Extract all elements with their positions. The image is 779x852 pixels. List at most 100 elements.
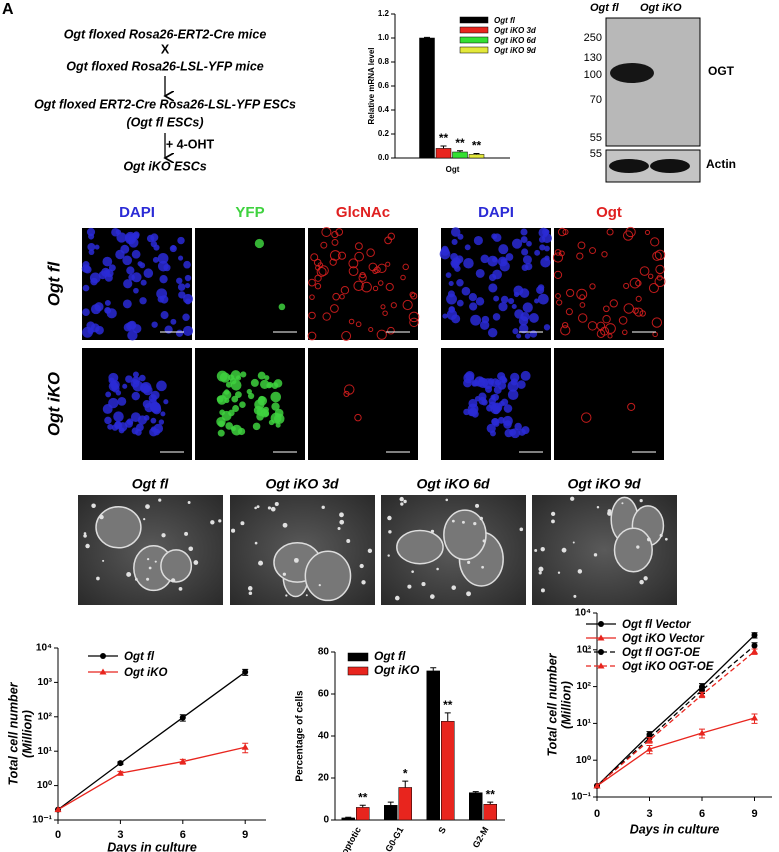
cell <box>561 321 569 329</box>
cell <box>377 280 384 286</box>
error-bar <box>472 791 479 793</box>
speck <box>178 587 183 591</box>
brightfield-label: Ogt fl <box>132 476 170 492</box>
marker-label: 250 <box>584 32 602 44</box>
speck <box>146 577 150 581</box>
cell <box>498 302 508 312</box>
line <box>596 650 755 787</box>
y-tick-label: 10¹ <box>577 718 592 729</box>
y-tick-label: 10⁴ <box>575 608 591 619</box>
cell <box>521 248 529 256</box>
legend-label: Ogt fl OGT-OE <box>622 647 700 659</box>
speck <box>394 595 400 601</box>
cell <box>82 284 90 292</box>
cell <box>235 391 242 399</box>
y-tick-label: 60 <box>318 689 330 700</box>
cell <box>225 381 233 388</box>
annotation: ** <box>472 139 482 153</box>
marker-label: 100 <box>584 69 602 81</box>
speck <box>256 505 260 509</box>
bar <box>441 721 455 821</box>
y-tick-label: 0.2 <box>378 129 390 138</box>
cell <box>474 396 481 402</box>
y-tick-label: 10⁻¹ <box>32 815 52 826</box>
bar <box>341 817 355 821</box>
speck <box>538 571 542 575</box>
cell <box>513 291 520 298</box>
cell <box>481 399 488 406</box>
cell <box>448 280 454 287</box>
point <box>117 760 124 767</box>
point <box>646 745 653 752</box>
speck <box>430 594 435 599</box>
cell <box>230 426 236 432</box>
bar <box>384 805 398 821</box>
cell <box>451 257 461 267</box>
y-tick-label: 10⁰ <box>576 755 591 766</box>
cell <box>518 428 526 436</box>
cell <box>451 238 458 245</box>
cell <box>577 313 588 323</box>
cell <box>132 371 139 378</box>
schematic-text: (Ogt fl ESCs) <box>126 115 203 129</box>
cell <box>331 231 339 239</box>
speck <box>561 547 567 553</box>
cell <box>581 412 592 423</box>
cell <box>90 304 102 315</box>
channel-label: YFP <box>235 204 264 221</box>
cell <box>521 264 529 271</box>
blot-band <box>650 159 690 173</box>
y-tick-label: 10⁴ <box>36 643 52 654</box>
speck <box>267 506 272 510</box>
speck <box>577 569 583 574</box>
cell <box>492 313 501 321</box>
y-tick-label: 0.6 <box>378 81 390 90</box>
cell <box>150 426 157 432</box>
cell <box>652 251 662 261</box>
cell <box>139 297 147 305</box>
cell <box>409 317 419 328</box>
point <box>646 736 653 743</box>
brightfield-label: Ogt iKO 3d <box>265 476 339 492</box>
speck <box>573 594 577 598</box>
speck <box>534 548 538 552</box>
cell <box>331 238 339 246</box>
cell <box>524 333 531 339</box>
cell <box>143 268 154 278</box>
schematic-text: + 4-OHT <box>166 137 215 151</box>
cell <box>217 429 225 437</box>
cell <box>475 297 485 306</box>
cell <box>632 307 639 314</box>
speck <box>83 532 87 535</box>
cell <box>478 377 484 383</box>
x-tick-label: S <box>436 825 448 835</box>
cell <box>485 385 493 393</box>
speck <box>411 570 414 574</box>
cell <box>232 405 240 412</box>
cell <box>314 274 322 282</box>
cell <box>132 376 140 385</box>
speck <box>254 541 258 545</box>
error-bar <box>487 801 494 805</box>
x-axis-label: Days in culture <box>107 840 197 852</box>
y-tick-label: 0.0 <box>378 153 390 162</box>
cell <box>505 253 514 261</box>
cell <box>493 295 500 302</box>
cell <box>622 329 628 336</box>
cell <box>268 419 275 426</box>
cell <box>534 249 541 256</box>
x-tick-label: 3 <box>646 808 652 820</box>
cell <box>102 256 113 267</box>
speck <box>639 579 644 585</box>
cell <box>517 380 526 389</box>
cell <box>557 227 567 237</box>
cell <box>503 404 513 413</box>
y-axis-label: Total cell number <box>6 681 20 785</box>
cell <box>240 371 247 378</box>
cell <box>164 325 173 334</box>
cell <box>644 229 651 236</box>
cell <box>368 326 374 333</box>
cell <box>329 258 337 266</box>
cell <box>348 258 359 269</box>
cell <box>507 297 515 305</box>
